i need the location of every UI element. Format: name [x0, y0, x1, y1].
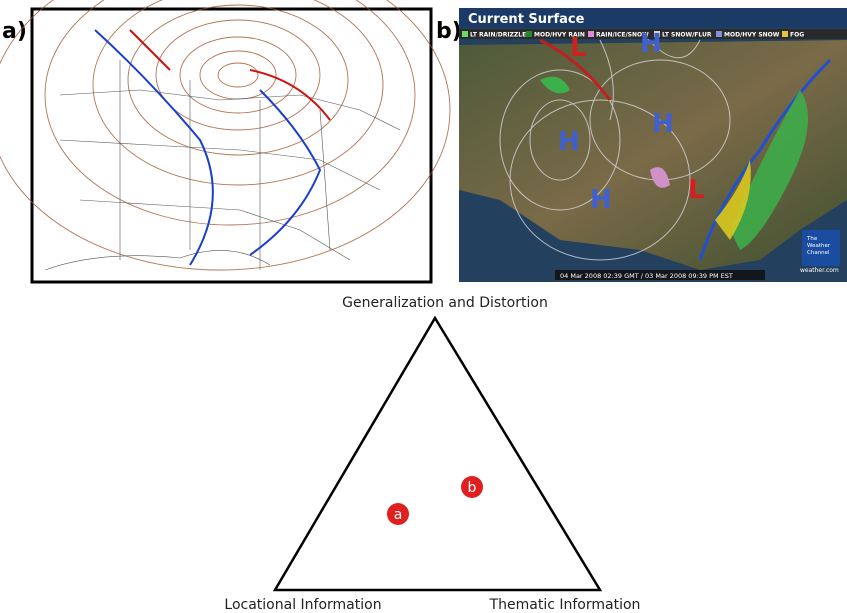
logo-text: The	[806, 236, 818, 242]
pressure-system: H	[590, 185, 612, 215]
point-label: a	[394, 507, 403, 523]
pressure-system: L	[570, 33, 587, 63]
logo-text: Channel	[807, 250, 830, 256]
legend-swatch	[588, 31, 594, 37]
legend-swatch	[462, 31, 468, 37]
legend-swatch	[526, 31, 532, 37]
pressure-system: H	[640, 29, 662, 59]
map-title: Current Surface	[468, 12, 585, 27]
panel-label: b)	[436, 19, 462, 44]
point-label: b	[468, 480, 477, 496]
figure: a) b)	[0, 0, 847, 613]
vertex-label: Locational Information	[224, 597, 381, 613]
vertex-label: Generalization and Distortion	[342, 295, 548, 311]
site: weather.com	[800, 267, 839, 274]
triangle-diagram: Generalization and Distortion Locational…	[224, 295, 640, 613]
legend-label: FOG	[790, 32, 804, 39]
pressure-system: H	[558, 127, 580, 157]
legend-swatch	[782, 31, 788, 37]
legend-label: MOD/HVY SNOW	[724, 32, 780, 39]
legend-label: LT SNOW/FLUR	[662, 32, 712, 39]
pressure-system: L	[688, 175, 705, 205]
vertex-label: Thematic Information	[489, 597, 641, 613]
pressure-system: H	[652, 109, 674, 139]
panel-label: a)	[2, 19, 27, 44]
legend-swatch	[716, 31, 722, 37]
map-a	[0, 0, 450, 282]
legend-label: LT RAIN/DRIZZLE	[470, 32, 526, 39]
timestamp: 04 Mar 2008 02:39 GMT / 03 Mar 2008 09:3…	[560, 272, 733, 280]
logo-text: Weather	[807, 243, 831, 249]
